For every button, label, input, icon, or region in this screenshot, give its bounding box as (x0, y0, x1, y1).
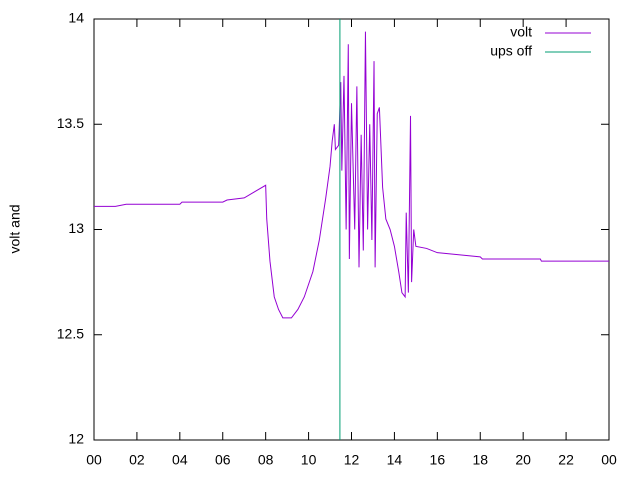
x-tick-label: 18 (472, 452, 488, 468)
x-tick-label: 06 (215, 452, 231, 468)
y-tick-label: 12 (68, 431, 84, 447)
series-line (94, 31, 609, 319)
y-tick-label: 13 (68, 220, 84, 236)
y-tick-label: 13.5 (57, 115, 84, 131)
legend-label: volt (510, 24, 532, 40)
x-tick-label: 12 (344, 452, 360, 468)
x-tick-label: 00 (601, 452, 617, 468)
x-tick-label: 14 (387, 452, 403, 468)
x-tick-label: 04 (172, 452, 188, 468)
legend-label: ups off (490, 43, 532, 59)
x-tick-label: 22 (558, 452, 574, 468)
y-tick-label: 14 (68, 10, 84, 26)
x-tick-label: 00 (86, 452, 102, 468)
x-tick-label: 20 (515, 452, 531, 468)
plot-frame (93, 18, 610, 441)
y-axis-label: volt and (7, 204, 23, 253)
x-tick-label: 02 (129, 452, 145, 468)
x-tick-label: 16 (430, 452, 446, 468)
x-tick-label: 08 (258, 452, 274, 468)
y-tick-label: 12.5 (57, 325, 84, 341)
x-tick-label: 10 (301, 452, 317, 468)
